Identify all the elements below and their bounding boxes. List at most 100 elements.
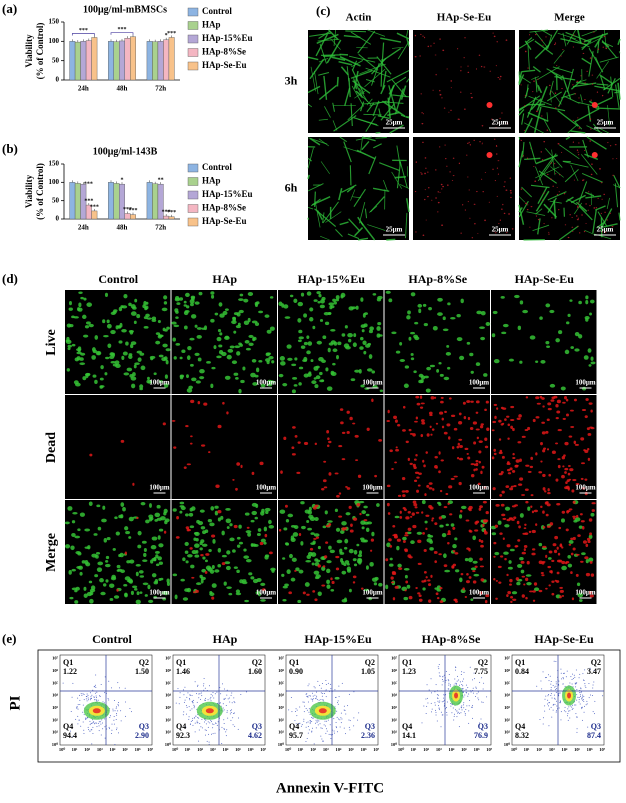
event: [466, 705, 468, 707]
bar: [69, 41, 76, 81]
fiber: [518, 74, 525, 86]
y-tick-label: 0: [56, 215, 60, 223]
cell: [521, 551, 526, 555]
x-tick-label: 10³: [210, 747, 217, 752]
fiber: [405, 212, 408, 239]
fiber: [307, 174, 311, 180]
cell: [582, 486, 585, 490]
cell: [236, 569, 240, 574]
event: [209, 722, 211, 724]
event: [456, 680, 458, 682]
bar: [91, 37, 98, 81]
cell: [583, 355, 589, 360]
cell: [507, 437, 510, 440]
fiber: [339, 136, 347, 143]
event: [550, 689, 552, 691]
cell: [460, 69, 462, 72]
cell: [464, 209, 466, 211]
event: [582, 694, 584, 696]
cell: [149, 503, 152, 508]
cell: [124, 526, 129, 531]
event: [582, 699, 584, 701]
x-tick-label: 24h: [78, 224, 89, 232]
cell: [422, 35, 424, 37]
y-tick-label: 10⁵: [278, 680, 285, 685]
cell: [125, 341, 129, 346]
cell: [572, 500, 576, 504]
cell: [589, 426, 593, 429]
fiber: [400, 114, 410, 119]
event: [438, 672, 440, 674]
cell: [321, 488, 325, 491]
cell: [475, 411, 479, 414]
event: [305, 741, 307, 743]
cell: [145, 519, 150, 524]
event: [325, 680, 327, 682]
cell: [441, 188, 443, 190]
fiber: [356, 90, 372, 106]
fiber: [307, 147, 314, 169]
cell: [229, 523, 233, 527]
cell: [397, 563, 402, 568]
panel-label: (b): [2, 141, 18, 156]
cell: [447, 542, 450, 545]
cell: [214, 569, 220, 573]
cell: [187, 529, 191, 532]
cell: [566, 398, 569, 402]
event: [226, 694, 228, 696]
cell: [221, 530, 225, 536]
cell: [438, 503, 442, 506]
cell: [284, 316, 291, 319]
cell: [355, 305, 359, 310]
event: [446, 711, 448, 713]
cell: [191, 550, 198, 555]
legend-swatch: [187, 177, 199, 186]
cell: [445, 157, 447, 160]
cell: [182, 557, 186, 562]
event: [563, 678, 565, 680]
cell: [125, 531, 131, 535]
cell: [246, 526, 250, 529]
cell: [373, 582, 378, 586]
cell: [317, 564, 321, 568]
event: [337, 703, 339, 705]
cell: [551, 216, 553, 219]
cell: [545, 587, 548, 590]
cell: [176, 516, 179, 520]
cell: [94, 335, 99, 340]
event: [120, 720, 122, 722]
cell: [146, 379, 151, 384]
cell: [507, 423, 511, 427]
legend-swatch: [187, 61, 199, 71]
fiber: [578, 101, 595, 107]
event: [583, 695, 585, 697]
event: [464, 714, 466, 716]
cell: [118, 325, 122, 329]
fiber: [394, 88, 404, 115]
cell: [139, 575, 145, 578]
cell: [548, 584, 551, 587]
cell: [530, 206, 533, 208]
cell: [418, 472, 422, 475]
cell: [163, 356, 168, 361]
column-header: HAp-8%Se: [408, 272, 467, 286]
event: [569, 682, 571, 684]
cell: [437, 201, 440, 204]
cell: [200, 578, 204, 584]
cell: [434, 456, 438, 459]
cell: [403, 383, 409, 389]
cell: [562, 465, 565, 468]
cell: [358, 368, 362, 374]
cell: [459, 445, 463, 448]
y-tick-label: 10³: [504, 705, 511, 710]
event: [465, 684, 467, 686]
event: [576, 716, 578, 718]
event: [469, 666, 471, 668]
cell: [191, 296, 195, 301]
cell: [524, 429, 529, 432]
event: [179, 692, 181, 694]
fiber: [387, 111, 400, 117]
cell: [251, 510, 258, 516]
cell: [443, 431, 448, 435]
event: [343, 705, 345, 707]
